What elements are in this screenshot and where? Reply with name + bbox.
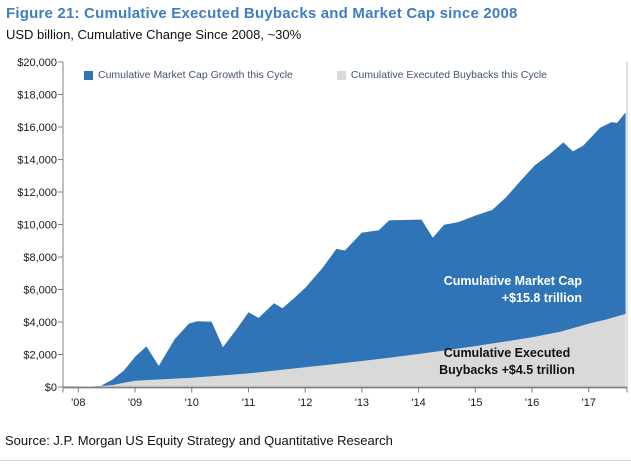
x-tick-label: '15 <box>468 397 482 409</box>
annotation-buybacks-line2: Buybacks +$4.5 trillion <box>439 363 575 377</box>
y-tick-label: $20,000 <box>17 57 57 69</box>
y-tick-label: $14,000 <box>17 155 57 167</box>
legend: Cumulative Market Cap Growth this Cycle … <box>84 69 547 81</box>
legend-label-buybacks: Cumulative Executed Buybacks this Cycle <box>350 69 547 81</box>
annotation-buybacks-line1: Cumulative Executed <box>443 346 571 360</box>
y-tick-label: $12,000 <box>17 187 57 199</box>
x-tick-label: '10 <box>185 397 199 409</box>
x-tick-label: '12 <box>298 397 312 409</box>
annotation-market-cap: Cumulative Market Cap +$15.8 trillion <box>444 273 582 307</box>
y-tick-label: $8,000 <box>23 252 57 264</box>
legend-swatch-buybacks <box>336 70 346 80</box>
market-cap-area <box>63 112 626 388</box>
y-tick-label: $10,000 <box>17 220 57 232</box>
legend-item-buybacks: Cumulative Executed Buybacks this Cycle <box>336 69 547 81</box>
x-tick-label: '09 <box>128 397 142 409</box>
buybacks-area <box>63 313 626 387</box>
x-tick-label: '17 <box>582 397 596 409</box>
legend-item-market-cap: Cumulative Market Cap Growth this Cycle <box>84 69 293 81</box>
figure-title: Figure 21: Cumulative Executed Buybacks … <box>6 5 518 22</box>
source-note: Source: J.P. Morgan US Equity Strategy a… <box>5 433 393 448</box>
y-tick-label: $6,000 <box>23 285 57 297</box>
y-axis-ticks: $0 $2,000 $4,000 $6,000 $8,000 $10,000 $12,000… <box>17 57 63 394</box>
y-tick-label: $18,000 <box>17 90 57 102</box>
figure-subtitle: USD billion, Cumulative Change Since 200… <box>6 27 302 42</box>
y-tick-label: $16,000 <box>17 122 57 134</box>
x-tick-label: '08 <box>71 397 85 409</box>
legend-swatch-market-cap <box>84 70 93 80</box>
x-tick-label: '16 <box>525 397 539 409</box>
annotation-buybacks: Cumulative Executed Buybacks +$4.5 trill… <box>377 345 631 379</box>
bottom-divider <box>0 460 631 461</box>
x-axis-ticks: '08 '09 '10 '11 '12 '13 '14 '15 '16 '17 <box>71 387 596 409</box>
y-tick-label: $2,000 <box>23 350 57 362</box>
legend-label-market-cap: Cumulative Market Cap Growth this Cycle <box>98 69 293 81</box>
annotation-market-cap-line2: +$15.8 trillion <box>501 291 582 305</box>
y-tick-label: $4,000 <box>23 317 57 329</box>
y-tick-label: $0 <box>45 382 57 394</box>
x-tick-label: '11 <box>242 397 256 409</box>
x-tick-label: '14 <box>411 397 425 409</box>
annotation-market-cap-line1: Cumulative Market Cap <box>443 274 582 288</box>
x-tick-label: '13 <box>355 397 369 409</box>
